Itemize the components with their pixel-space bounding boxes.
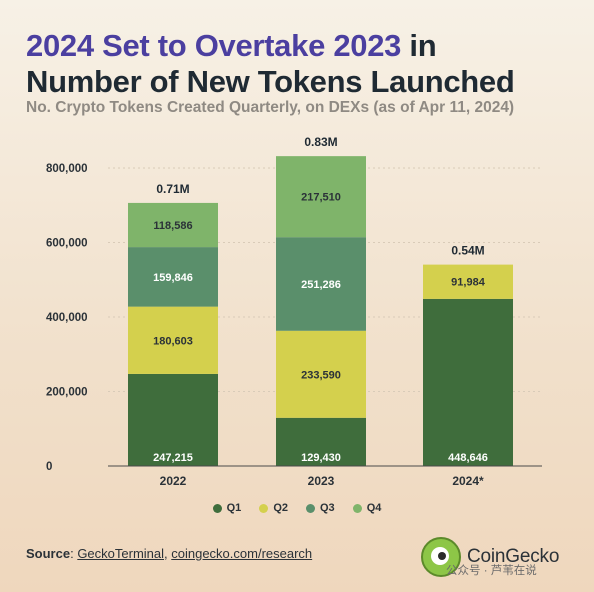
data-label: 118,586 bbox=[153, 220, 192, 232]
legend-swatch bbox=[212, 503, 222, 513]
title-part-2: Number of New Tokens Launched bbox=[26, 64, 515, 99]
chart-legend: Q1 Q2 Q3 Q4 bbox=[0, 502, 594, 514]
bar-segment bbox=[276, 330, 366, 418]
legend-label: Q1 bbox=[226, 502, 242, 514]
watermark: 公众号 · 芦苇在说 bbox=[446, 565, 537, 577]
legend-item: Q3 bbox=[306, 502, 335, 514]
y-tick-label: 200,000 bbox=[46, 387, 88, 399]
data-label: 233,590 bbox=[301, 369, 341, 381]
legend-swatch bbox=[306, 503, 315, 513]
bar-segment bbox=[128, 373, 218, 466]
legend-swatch bbox=[259, 503, 269, 513]
data-label: 247,215 bbox=[153, 452, 193, 464]
x-tick-label: 2022 bbox=[160, 474, 187, 488]
data-label: 159,846 bbox=[153, 272, 193, 284]
y-tick-label: 600,000 bbox=[46, 238, 88, 250]
data-label: 129,430 bbox=[301, 452, 341, 464]
chart-title: 2024 Set to Overtake 2023 in Number of N… bbox=[26, 28, 586, 100]
data-label: 180,603 bbox=[153, 335, 193, 347]
legend-item: Q4 bbox=[352, 502, 382, 514]
source-separator: : bbox=[70, 546, 78, 561]
legend-item: Q1 bbox=[212, 502, 242, 514]
stacked-bar-chart: 0 200,000 400,000 600,000 800,000 247,215 180,… bbox=[46, 135, 542, 488]
bar-segment bbox=[128, 247, 218, 307]
y-tick-label: 800,000 bbox=[46, 163, 88, 175]
data-label: 251,286 bbox=[301, 279, 341, 291]
source-line: Source: GeckoTerminal, coingecko.com/res… bbox=[26, 546, 312, 561]
chart-subtitle: No. Crypto Tokens Created Quarterly, on … bbox=[26, 99, 515, 116]
brand-name: CoinGecko bbox=[467, 546, 560, 567]
total-label: 0.83M bbox=[304, 135, 337, 149]
bar-segment bbox=[423, 264, 513, 299]
bar-segment bbox=[276, 417, 366, 466]
x-tick-label: 2023 bbox=[308, 474, 335, 488]
source-link-research[interactable]: coingecko.com/research bbox=[171, 546, 313, 561]
legend-label: Q4 bbox=[366, 502, 382, 514]
source-comma: , bbox=[164, 546, 172, 561]
bar-segment bbox=[423, 298, 513, 466]
bar-segment bbox=[276, 237, 366, 331]
total-label: 0.54M bbox=[451, 244, 484, 258]
legend-label: Q3 bbox=[320, 502, 335, 514]
bar-segment bbox=[128, 306, 218, 374]
source-link-geckoterminal[interactable]: GeckoTerminal bbox=[77, 546, 165, 561]
bar-segment bbox=[276, 156, 366, 238]
legend-label: Q2 bbox=[273, 502, 288, 514]
y-tick-label: 400,000 bbox=[46, 312, 88, 324]
bar-segment bbox=[128, 202, 218, 248]
total-label: 0.71M bbox=[156, 182, 189, 196]
data-label: 217,510 bbox=[301, 192, 341, 204]
x-tick-label: 2024* bbox=[452, 474, 484, 488]
title-highlight: 2024 Set to Overtake 2023 bbox=[26, 28, 402, 63]
data-label: 91,984 bbox=[451, 277, 486, 289]
legend-swatch bbox=[352, 503, 362, 513]
coingecko-brand: CoinGecko bbox=[421, 537, 559, 577]
y-tick-label: 0 bbox=[46, 461, 52, 473]
data-label: 448,646 bbox=[448, 452, 488, 464]
coingecko-logo-icon bbox=[421, 537, 461, 577]
source-label: Source bbox=[26, 546, 71, 561]
legend-item: Q2 bbox=[259, 502, 288, 514]
title-part-1: in bbox=[401, 28, 437, 63]
